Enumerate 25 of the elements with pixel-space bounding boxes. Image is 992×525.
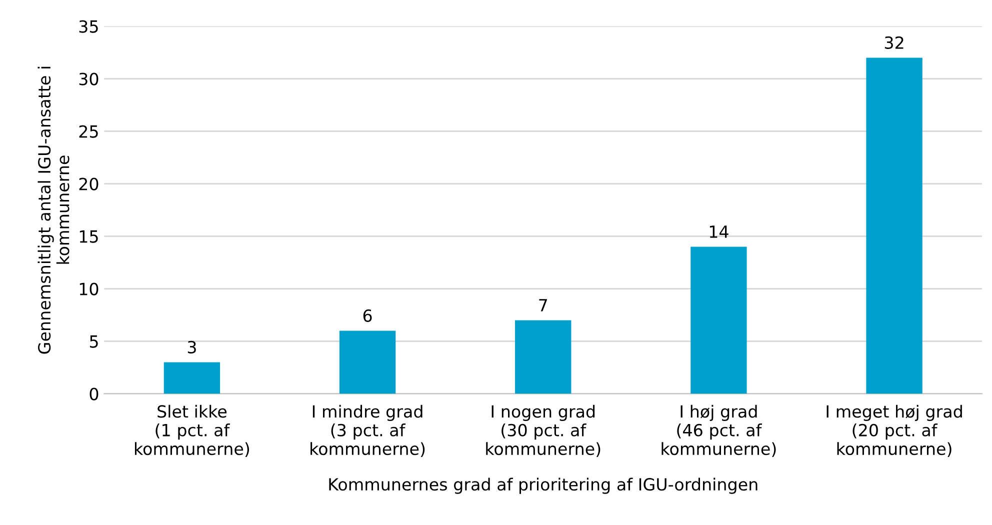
y-tick-label: 35 [79,20,98,33]
x-tick-label: I nogen grad (30 pct. af kommunerne) [486,404,600,458]
bar [690,246,747,394]
y-tick-label: 20 [79,178,98,190]
data-label: 3 [188,340,196,354]
data-label: 6 [363,309,372,322]
x-tick-label: Slet ikke (1 pct. af kommunerne) [134,404,250,458]
x-tick-label: I høj grad (46 pct. af kommunerne) [662,404,776,458]
bar [866,58,922,394]
y-tick-label: 10 [80,282,98,296]
data-label: 7 [539,299,547,312]
y-tick-label: 25 [79,125,98,138]
data-label: 14 [710,226,728,238]
x-tick-label: I mindre grad (3 pct. af kommunerne) [310,404,425,458]
y-tick-label: 5 [90,335,98,348]
x-axis-title: Kommunernes grad af prioritering af IGU-ordningen [329,478,758,494]
y-tick-label: 15 [80,230,98,243]
bar [339,330,396,394]
y-axis-title: Gennemsnitligt antal IGU-ansatte i kommunerne [38,66,70,354]
data-label: 32 [884,36,904,49]
bar [515,320,572,394]
y-tick-label: 30 [79,72,98,86]
y-tick-label: 0 [90,388,98,400]
bar [164,362,220,394]
x-tick-label: I meget høj grad (20 pct. af kommunerne) [826,404,962,458]
